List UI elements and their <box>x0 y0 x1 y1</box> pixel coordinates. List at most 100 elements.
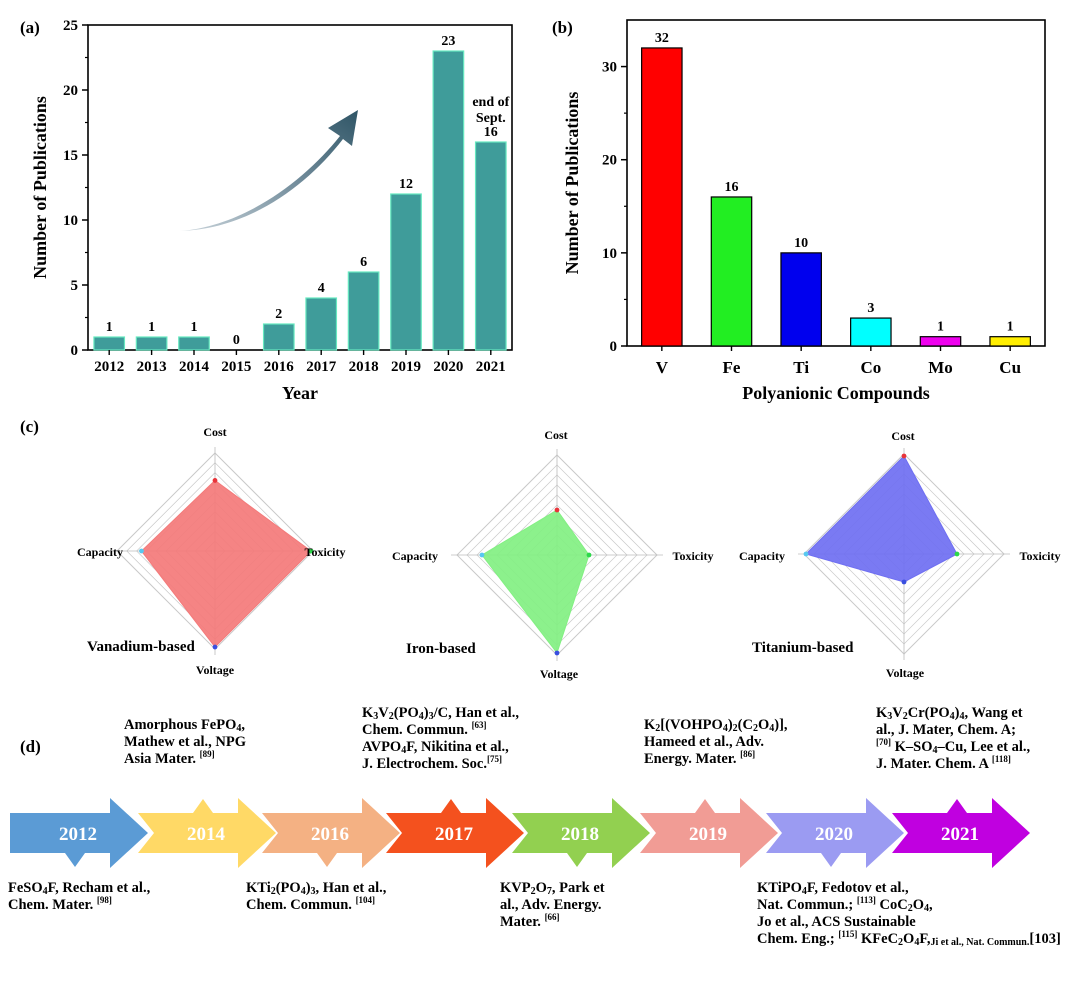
panel-label-d: (d) <box>20 737 41 756</box>
radar-point <box>212 644 218 650</box>
timeline-note-2018: KVP2O7, Park et al., Adv. Energy. Mater. [… <box>500 880 605 930</box>
x-tick-label: Fe <box>723 358 741 377</box>
bar-value-label: 16 <box>484 125 498 140</box>
bar-value-label: 1 <box>148 320 155 335</box>
radar-axis-label-toxicity: Toxicity <box>673 549 714 563</box>
radar-axis-label-capacity: Capacity <box>739 549 785 563</box>
bar <box>178 336 210 351</box>
timeline-note-2020: KTiPO4F, Fedotov et al., Nat. Commun.; [1… <box>757 880 1061 948</box>
x-tick-label: V <box>656 358 669 377</box>
y-tick-label: 20 <box>63 83 78 99</box>
bar <box>474 141 507 351</box>
radar-point <box>479 552 485 558</box>
y-tick-label: 10 <box>63 213 78 229</box>
radar-point <box>554 507 560 513</box>
radar-area <box>140 479 312 648</box>
bar-value-label: 16 <box>725 180 739 195</box>
radar-axis-label-cost: Cost <box>203 425 226 439</box>
y-tick-label: 0 <box>610 339 618 355</box>
annotation-sept: Sept. <box>476 111 506 126</box>
timeline-arrow-2019 <box>640 798 778 868</box>
timeline-note-2019: K2[(VOHPO4)2(C2O4)], Hameed et al., Adv. E… <box>644 717 788 767</box>
x-tick-label: 2013 <box>137 359 167 375</box>
timeline-arrow-2014 <box>138 798 276 868</box>
radar-axis-label-cost: Cost <box>891 429 914 443</box>
timeline-year-2018: 2018 <box>561 824 599 845</box>
bar <box>989 336 1031 347</box>
radar-chart-iron: Cost Toxicity Voltage Capacity Iron-based <box>392 428 713 681</box>
bar-value-label: 1 <box>937 320 944 335</box>
bar <box>710 196 753 347</box>
timeline-note-2012: FeSO4F, Recham et al., Chem. Mater. [98] <box>8 880 151 913</box>
x-tick-label: 2018 <box>349 359 379 375</box>
timeline-year-2014: 2014 <box>187 824 226 845</box>
trend-arrow-icon <box>180 110 358 231</box>
x-axis-title: Year <box>282 383 318 403</box>
y-tick-label: 20 <box>602 153 617 169</box>
chart-a-year-publications: 0 5 10 15 20 25 1 2012 1 2013 1 2014 0 2015 2 2016 4 2017… <box>30 18 513 403</box>
bar <box>850 317 892 347</box>
x-axis-title: Polyanionic Compounds <box>742 383 930 403</box>
bar-value-label: 1 <box>106 320 113 335</box>
x-tick-label: Mo <box>928 358 953 377</box>
timeline-note-2016: KTi2(PO4)3, Han et al., Chem. Commun. [10… <box>246 880 387 913</box>
x-tick-label: 2016 <box>264 359 295 375</box>
bar-value-label: 1 <box>1007 320 1014 335</box>
bar-value-label: 4 <box>318 281 325 296</box>
x-tick-label: Co <box>860 358 881 377</box>
bar-value-label: 0 <box>233 333 240 348</box>
timeline-year-2021: 2021 <box>941 824 979 845</box>
y-tick-label: 15 <box>63 148 78 164</box>
bar-value-label: 6 <box>360 255 367 270</box>
timeline-year-2016: 2016 <box>311 824 349 845</box>
panel-label-c: (c) <box>20 417 39 436</box>
timeline-year-2019: 2019 <box>689 824 727 845</box>
y-tick-label: 0 <box>71 343 79 359</box>
radar-point <box>901 579 907 585</box>
x-tick-label: 2017 <box>306 359 337 375</box>
bar <box>390 193 422 351</box>
bar-value-label: 10 <box>794 236 808 251</box>
bar <box>135 336 168 351</box>
bar <box>93 336 126 351</box>
bar <box>262 323 295 351</box>
x-tick-label: 2012 <box>94 359 124 375</box>
chart-b-compound-publications: 0 10 20 30 32 V 16 Fe 10 Ti 3 Co 1 Mo 1 Cu Polyanionic C… <box>562 19 1046 403</box>
radar-chart-titanium: Cost Toxicity Voltage Capacity Titanium-base… <box>739 429 1060 680</box>
radar-area <box>481 509 590 655</box>
radar-axis-label-cost: Cost <box>544 428 567 442</box>
timeline-year-2020: 2020 <box>815 824 853 845</box>
radar-axis-label-voltage: Voltage <box>886 666 925 680</box>
radar-point <box>554 650 560 656</box>
y-tick-label: 10 <box>602 246 617 262</box>
y-axis-title: Number of Publications <box>30 96 50 279</box>
radar-axis-label-voltage: Voltage <box>540 667 579 681</box>
radar-charts: Cost Toxicity Voltage Capacity Vanadium-base… <box>77 425 1060 681</box>
radar-point <box>212 478 218 483</box>
radar-point <box>954 551 960 557</box>
timeline-year-2012: 2012 <box>59 824 97 845</box>
bar-value-label: 2 <box>275 307 282 322</box>
radar-point <box>139 548 144 554</box>
x-tick-label: 2014 <box>179 359 210 375</box>
bar <box>305 297 338 351</box>
annotation-end-of: end of <box>472 95 509 110</box>
y-axis-title: Number of Publications <box>562 92 582 275</box>
timeline-arrow-2016 <box>262 798 400 868</box>
plot-frame <box>626 19 1046 347</box>
x-tick-label: 2020 <box>433 359 463 375</box>
radar-axis-label-capacity: Capacity <box>392 549 438 563</box>
x-tick-label: 2015 <box>221 359 251 375</box>
radar-axis-label-voltage: Voltage <box>196 663 235 677</box>
bar <box>780 252 822 347</box>
radar-series-name: Iron-based <box>406 641 476 657</box>
panel-label-b: (b) <box>552 18 573 37</box>
bar <box>432 50 465 351</box>
bar-value-label: 12 <box>399 177 413 192</box>
panel-label-a: (a) <box>20 18 40 37</box>
timeline-arrow-2020 <box>766 798 904 868</box>
bar-value-label: 23 <box>441 34 455 49</box>
y-tick-label: 5 <box>71 278 79 294</box>
timeline-arrows: 2012 2014 2016 2017 2018 2019 2020 2021 <box>10 798 1030 868</box>
